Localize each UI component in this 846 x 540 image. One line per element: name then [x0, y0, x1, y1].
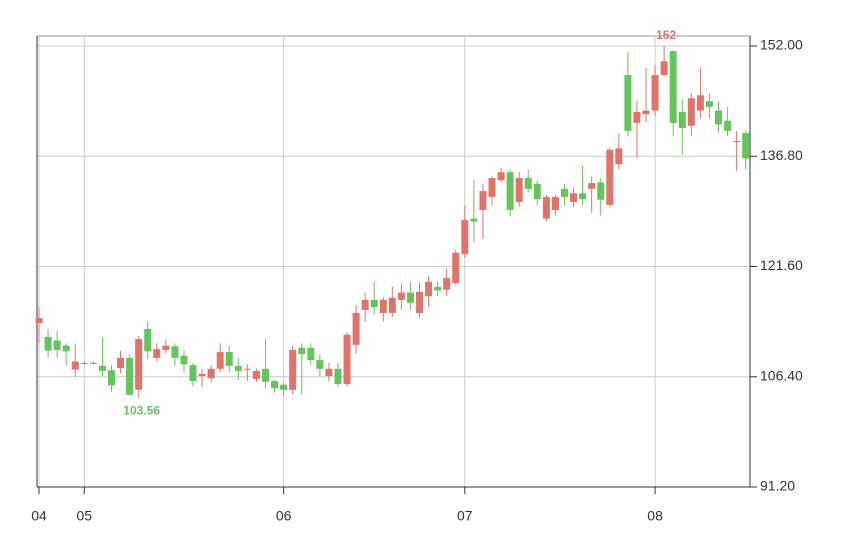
- candle-body: [98, 365, 106, 371]
- candle-body: [35, 318, 43, 324]
- candle-body: [705, 101, 713, 107]
- extreme-label: 152: [656, 28, 676, 42]
- y-tick-label: 121.60: [760, 257, 803, 273]
- y-tick-label: 91.20: [760, 478, 795, 494]
- candle-body: [352, 312, 360, 345]
- candle-body: [325, 368, 333, 377]
- candle-body: [687, 98, 695, 126]
- candle-body: [243, 368, 251, 370]
- candle-body: [171, 346, 179, 358]
- candle-body: [153, 349, 161, 358]
- candle-body: [406, 292, 414, 303]
- candle-body: [289, 349, 297, 390]
- candle-body: [642, 110, 650, 115]
- candle-body: [497, 172, 505, 181]
- candle-body: [570, 193, 578, 202]
- candle-body: [162, 345, 170, 350]
- candle-body: [733, 141, 741, 143]
- candle-body: [225, 352, 233, 366]
- candle-body: [189, 365, 197, 382]
- candle-body: [271, 381, 279, 389]
- candle-body: [334, 368, 342, 385]
- x-tick-label: 07: [457, 508, 473, 524]
- candle-body: [597, 182, 605, 200]
- y-tick-label: 106.40: [760, 367, 803, 383]
- candle-body: [651, 75, 659, 111]
- candle-body: [298, 347, 306, 355]
- candle-body: [443, 278, 451, 290]
- extreme-label: 103.56: [123, 404, 160, 418]
- candle-body: [216, 352, 224, 369]
- candle-body: [316, 360, 324, 369]
- candle-body: [461, 220, 469, 255]
- candle-body: [660, 61, 668, 76]
- candle-body: [425, 281, 433, 297]
- candle-body: [624, 75, 632, 131]
- candle-body: [117, 357, 125, 369]
- candle-body: [234, 365, 242, 371]
- candle-body: [343, 334, 351, 385]
- candle-body: [452, 252, 460, 284]
- x-tick-label: 05: [77, 508, 93, 524]
- candle-body: [252, 370, 260, 379]
- candle-body: [724, 120, 732, 131]
- candle-body: [135, 339, 143, 390]
- candle-body: [397, 292, 405, 300]
- candle-body: [361, 299, 369, 311]
- candle-body: [262, 368, 269, 382]
- candle-body: [416, 291, 424, 313]
- x-tick-label: 06: [276, 508, 292, 524]
- candle-body: [524, 178, 532, 189]
- candle-body: [180, 355, 188, 365]
- y-tick-label: 136.80: [760, 147, 803, 163]
- y-tick-label: 152.00: [760, 37, 803, 53]
- candle-body: [80, 362, 88, 364]
- candle-body: [62, 345, 70, 352]
- candle-body: [107, 370, 115, 386]
- candle-body: [506, 172, 514, 210]
- candle-body: [71, 361, 79, 370]
- candle-body: [551, 196, 559, 210]
- x-tick-label: 08: [647, 508, 663, 524]
- candle-body: [126, 357, 134, 395]
- candle-body: [89, 362, 97, 364]
- candle-body: [44, 336, 52, 351]
- candle-body: [560, 188, 568, 197]
- candle-body: [307, 347, 315, 361]
- candle-body: [488, 178, 496, 197]
- candle-body: [678, 112, 686, 128]
- candle-body: [388, 297, 396, 313]
- candle-body: [515, 178, 523, 202]
- candle-body: [533, 183, 541, 200]
- candle-body: [606, 149, 614, 205]
- candle-body: [542, 196, 550, 219]
- candle-body: [633, 112, 641, 123]
- candle-body: [479, 191, 487, 210]
- candle-body: [207, 368, 215, 379]
- candle-body: [280, 384, 288, 390]
- candle-body: [742, 133, 750, 159]
- candle-body: [470, 218, 478, 222]
- x-tick-label: 04: [31, 508, 47, 524]
- candle-body: [669, 51, 677, 123]
- candle-body: [696, 95, 704, 111]
- candle-body: [144, 328, 152, 352]
- candle-body: [615, 148, 623, 165]
- candle-body: [588, 183, 596, 189]
- candle-body: [434, 286, 442, 291]
- candle-body: [715, 110, 722, 125]
- candle-body: [198, 373, 206, 377]
- candle-body: [379, 299, 387, 313]
- candle-body: [53, 340, 61, 350]
- candle-body: [579, 193, 587, 200]
- candle-body: [370, 299, 378, 308]
